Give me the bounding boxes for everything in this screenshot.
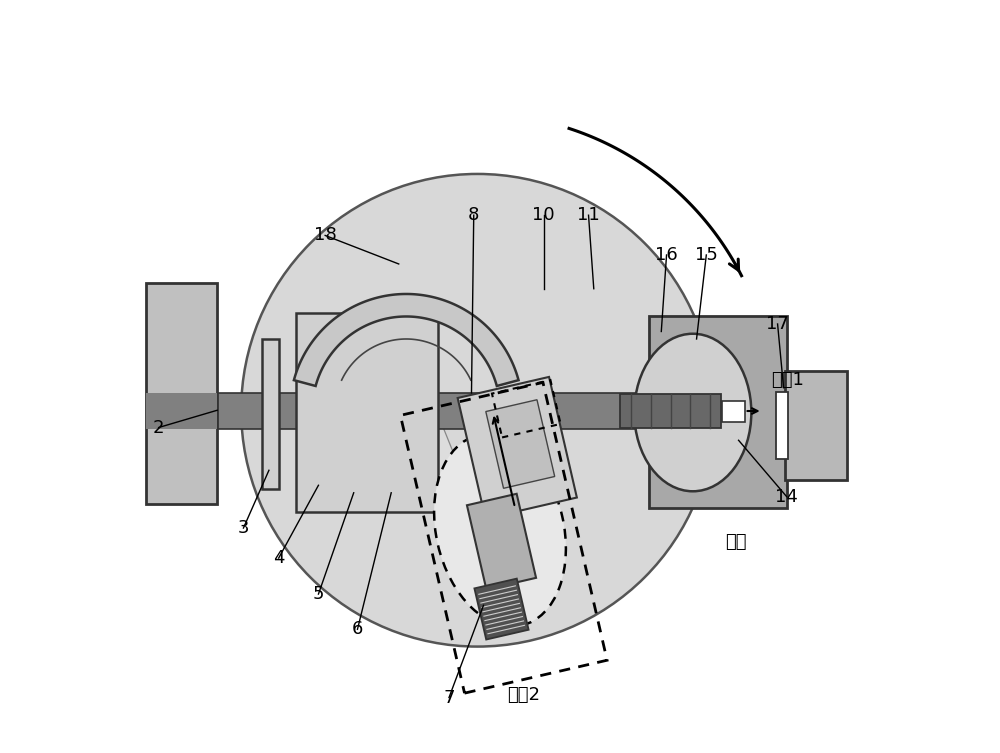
Text: 10: 10 [532, 206, 555, 224]
Polygon shape [474, 578, 529, 639]
Polygon shape [486, 400, 555, 488]
Bar [296, 312, 438, 511]
Text: 11: 11 [577, 206, 600, 224]
Bar [262, 339, 279, 489]
Bar [620, 394, 721, 428]
Ellipse shape [434, 434, 566, 626]
Text: 8: 8 [468, 206, 479, 224]
Text: 5: 5 [313, 585, 324, 603]
Bar [217, 393, 682, 429]
Bar [649, 316, 787, 508]
Text: 3: 3 [238, 519, 249, 537]
Text: 旋转: 旋转 [725, 532, 747, 550]
Text: 4: 4 [273, 549, 284, 567]
Text: 14: 14 [775, 487, 798, 505]
Text: 位置2: 位置2 [508, 686, 541, 704]
Text: 6: 6 [352, 620, 363, 639]
Polygon shape [410, 410, 515, 605]
Circle shape [241, 174, 714, 647]
Text: 2: 2 [153, 419, 164, 437]
Ellipse shape [634, 334, 751, 491]
Polygon shape [458, 377, 577, 519]
Text: 位置1: 位置1 [772, 371, 804, 389]
Polygon shape [294, 294, 519, 386]
Bar [776, 392, 788, 459]
Bar [785, 371, 847, 480]
Text: 16: 16 [655, 246, 678, 264]
Text: 15: 15 [695, 246, 718, 264]
Bar [722, 401, 745, 422]
Bar [146, 393, 217, 429]
Text: 18: 18 [314, 227, 337, 245]
Text: 7: 7 [443, 688, 455, 706]
Polygon shape [467, 494, 536, 590]
Bar [146, 282, 217, 504]
Text: 17: 17 [766, 315, 789, 333]
